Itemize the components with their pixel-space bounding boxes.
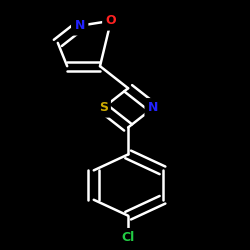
Text: N: N: [148, 101, 158, 114]
Text: Cl: Cl: [122, 231, 135, 244]
Text: N: N: [74, 19, 85, 32]
Text: N: N: [147, 100, 160, 115]
Text: O: O: [104, 13, 118, 28]
Text: S: S: [98, 100, 108, 115]
Text: S: S: [98, 101, 108, 114]
Text: O: O: [106, 14, 116, 27]
Text: Cl: Cl: [120, 230, 136, 245]
Text: N: N: [73, 18, 86, 33]
